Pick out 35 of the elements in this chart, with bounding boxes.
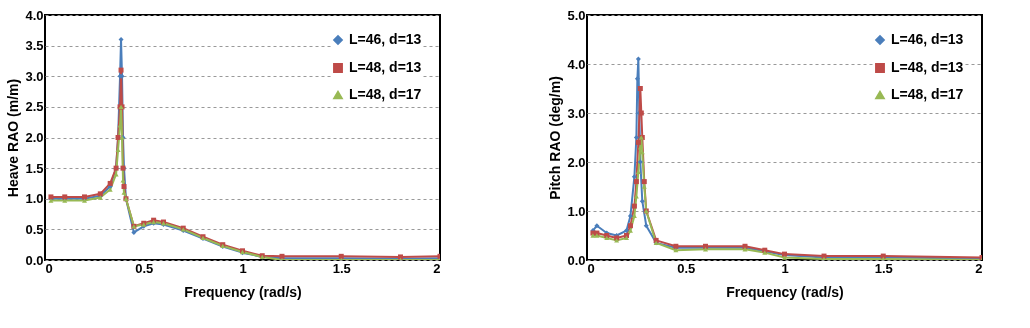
x-tick-label: 1.5 [332, 260, 351, 276]
y-axis-title: Pitch RAO (deg/m) [547, 76, 564, 200]
x-tick-label: 2 [433, 260, 441, 276]
x-axis-title: Frequency (rad/s) [184, 283, 302, 300]
y-tick-label: 3.0 [567, 105, 586, 121]
y-tick-label: 2.0 [567, 154, 586, 170]
y-tick-label: 3.5 [25, 38, 44, 54]
y-tick-label: 0.5 [25, 221, 44, 237]
x-tick-label: 2 [975, 260, 983, 276]
x-tick-label: 0.5 [677, 260, 696, 276]
y-tick-label: 5.0 [567, 7, 586, 23]
x-tick-label: 0.5 [135, 260, 154, 276]
legend-label: L=48, d=17 [349, 86, 422, 102]
legend-label: L=48, d=17 [891, 86, 964, 102]
x-tick-label: 0 [587, 260, 595, 276]
y-tick-label: 4.0 [567, 56, 586, 72]
x-tick-label: 0 [45, 260, 53, 276]
x-tick-label: 1 [239, 260, 247, 276]
y-tick-label: 1.0 [567, 203, 586, 219]
y-tick-label: 0.0 [567, 252, 586, 268]
legend-label: L=46, d=13 [349, 31, 422, 47]
y-tick-label: 2.0 [25, 130, 44, 145]
legend-label: L=48, d=13 [349, 59, 422, 75]
legend-label: L=46, d=13 [891, 31, 964, 47]
y-tick-label: 2.5 [25, 99, 44, 115]
y-tick-label: 0.0 [25, 252, 44, 268]
y-axis-title: Heave RAO (m/m) [5, 78, 22, 198]
y-tick-label: 3.0 [25, 68, 44, 84]
y-tick-label: 1.5 [25, 160, 44, 176]
x-tick-label: 1 [781, 260, 789, 276]
y-tick-label: 4.0 [25, 7, 44, 23]
x-axis-title: Frequency (rad/s) [726, 283, 844, 300]
y-tick-label: 1.0 [25, 191, 44, 207]
x-tick-label: 1.5 [874, 260, 893, 276]
legend-label: L=48, d=13 [891, 59, 964, 75]
